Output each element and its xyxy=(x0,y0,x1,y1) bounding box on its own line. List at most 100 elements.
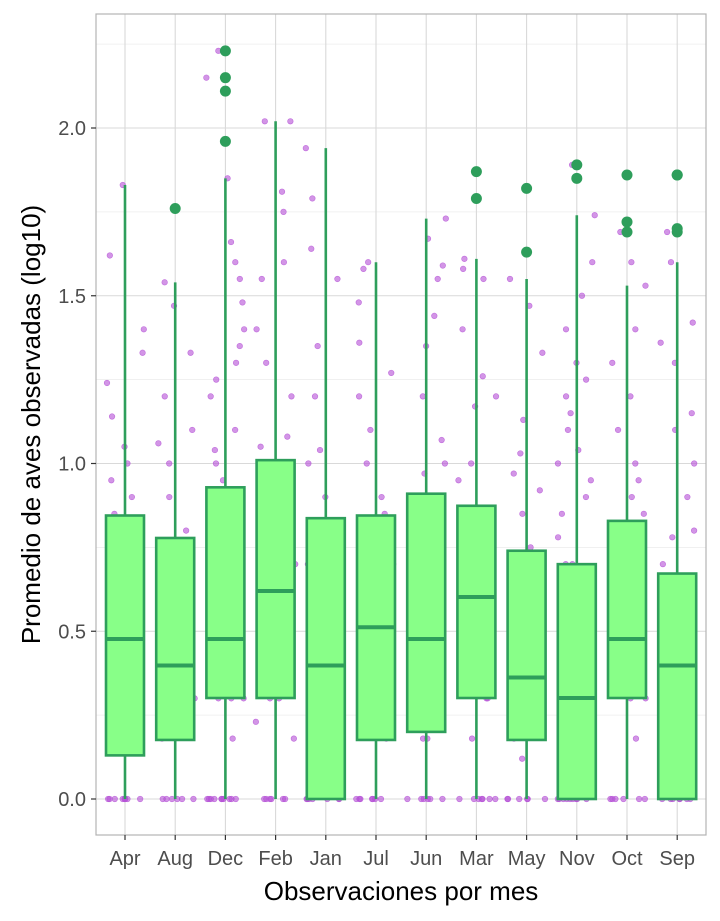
box-iqr xyxy=(606,519,648,700)
box-may xyxy=(506,182,547,799)
jitter-point xyxy=(203,74,210,81)
jitter-point xyxy=(562,393,570,400)
jitter-point xyxy=(627,393,634,400)
y-axis-ticks: 0.0 0.5 1.0 1.5 2.0 xyxy=(58,118,96,811)
jitter-point xyxy=(504,795,512,803)
jitter-point xyxy=(236,342,243,350)
outlier-point xyxy=(470,192,482,204)
jitter-point xyxy=(667,259,675,266)
x-axis-title: Observaciones por mes xyxy=(264,876,539,906)
y-tick-label: 1.5 xyxy=(58,286,86,308)
jitter-point xyxy=(311,393,319,400)
jitter-point xyxy=(369,795,376,803)
jitter-point xyxy=(541,795,549,803)
outlier-point xyxy=(671,169,683,181)
jitter-point xyxy=(111,795,118,803)
jitter-point xyxy=(365,259,372,266)
jitter-point xyxy=(438,436,445,444)
box-iqr xyxy=(656,572,698,801)
box-iqr xyxy=(456,504,497,700)
jitter-point xyxy=(419,393,426,400)
jitter-point xyxy=(232,259,239,266)
outlier-point xyxy=(621,226,633,238)
jitter-point xyxy=(632,326,639,333)
jitter-point xyxy=(461,255,468,262)
x-tick-label: Apr xyxy=(109,848,140,870)
jitter-point xyxy=(232,426,239,434)
jitter-point xyxy=(280,259,287,266)
y-tick-label: 0.0 xyxy=(58,789,86,811)
jitter-point xyxy=(103,379,111,387)
jitter-point xyxy=(355,299,362,306)
jitter-point xyxy=(628,493,635,501)
box-iqr xyxy=(506,549,547,742)
jitter-point xyxy=(161,393,168,400)
jitter-point xyxy=(632,735,640,742)
outlier-point xyxy=(219,85,231,97)
box-iqr xyxy=(556,562,598,801)
jitter-point xyxy=(640,510,647,517)
jitter-point xyxy=(212,460,220,467)
jitter-point xyxy=(106,252,113,259)
jitter-point xyxy=(241,326,248,333)
jitter-point xyxy=(434,275,441,283)
x-tick-label: Jun xyxy=(410,848,442,870)
jitter-point xyxy=(314,342,321,350)
outlier-point xyxy=(521,246,533,258)
jitter-point xyxy=(609,359,616,366)
jitter-point xyxy=(554,534,562,541)
box-iqr xyxy=(405,492,447,734)
jitter-point xyxy=(353,795,360,803)
x-tick-label: Oct xyxy=(611,848,643,870)
jitter-point xyxy=(641,795,648,803)
jitter-point xyxy=(204,795,211,803)
jitter-point xyxy=(468,460,475,467)
jitter-point xyxy=(587,477,594,484)
x-tick-label: Feb xyxy=(258,848,292,870)
box-jan xyxy=(305,148,347,801)
y-tick-label: 2.0 xyxy=(58,118,86,140)
x-tick-label: Dec xyxy=(208,848,244,870)
jitter-point xyxy=(108,477,115,484)
jitter-point xyxy=(539,349,546,356)
outlier-point xyxy=(621,216,633,228)
jitter-point xyxy=(591,212,598,219)
jitter-point xyxy=(281,795,289,803)
jitter-point xyxy=(562,326,570,333)
jitter-point xyxy=(486,795,493,803)
y-axis-title: Promedio de aves observadas (log10) xyxy=(16,205,46,644)
jitter-point xyxy=(218,795,225,803)
jitter-point xyxy=(257,443,264,450)
box-dec xyxy=(205,45,246,799)
jitter-point xyxy=(510,470,517,477)
outlier-point xyxy=(219,135,231,147)
outlier-point xyxy=(219,72,231,84)
jitter-point xyxy=(558,510,565,517)
box-iqr xyxy=(255,458,296,700)
jitter-point xyxy=(232,359,240,366)
jitter-point xyxy=(554,460,562,467)
jitter-point xyxy=(689,319,696,326)
box-jul xyxy=(355,262,397,799)
x-tick-label: May xyxy=(508,848,546,870)
jitter-point xyxy=(519,510,526,517)
jitter-point xyxy=(439,262,446,269)
box-iqr xyxy=(205,486,246,700)
jitter-point xyxy=(614,426,622,434)
x-tick-label: Sep xyxy=(659,848,695,870)
outlier-point xyxy=(169,203,181,215)
jitter-point xyxy=(657,339,664,346)
jitter-point xyxy=(480,275,487,283)
jitter-point xyxy=(211,795,218,803)
jitter-point xyxy=(441,460,448,467)
jitter-point xyxy=(517,450,524,457)
box-nov xyxy=(556,159,598,801)
jitter-point xyxy=(309,195,316,202)
box-iqr xyxy=(305,516,347,801)
jitter-point xyxy=(520,416,527,423)
jitter-point xyxy=(253,326,260,333)
jitter-point xyxy=(356,339,363,346)
jitter-point xyxy=(284,433,291,440)
jitter-point xyxy=(439,795,446,803)
jitter-point xyxy=(207,393,214,400)
